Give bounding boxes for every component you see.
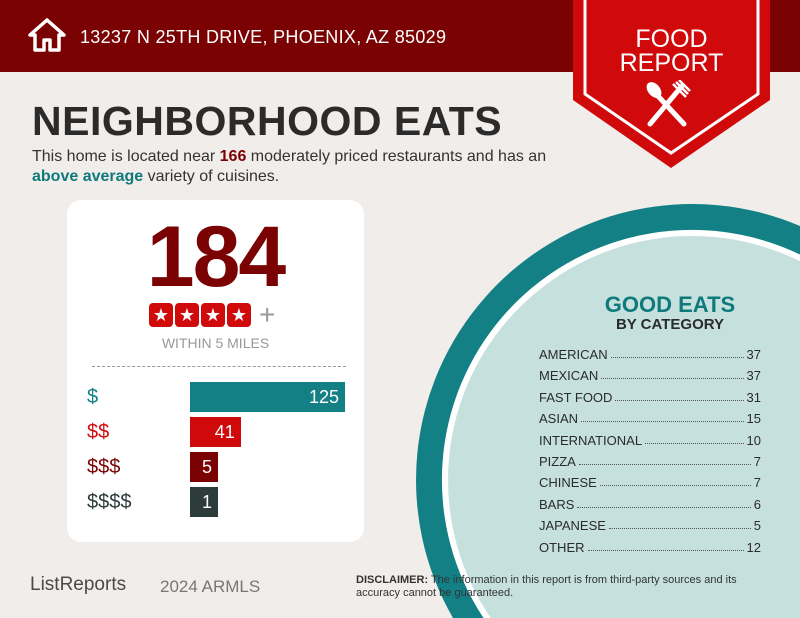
category-name: FAST FOOD [539,389,613,405]
leader-dots [608,518,751,530]
leader-dots [578,454,751,465]
badge-title: FOOD REPORT [619,25,724,77]
good-eats-title: GOOD EATS [604,292,736,317]
category-count: 5 [753,518,761,534]
leader-dots [645,433,744,444]
category-count: 15 [746,411,761,427]
category-name: BARS [539,496,575,512]
category-row: AMERICAN 37 [539,347,761,362]
price-tier-bar: 125 [190,382,345,412]
home-icon [28,18,66,52]
restaurant-count-card: 184 ★ ★ ★ ★ + WITHIN 5 MILES $125 $$ 41 $$$ 5 $$… [67,200,364,542]
total-restaurants: 184 [146,209,287,305]
category-count: 37 [746,368,761,384]
star-rating: ★ ★ ★ ★ + [149,299,276,330]
price-tier-row: $$ 41 [87,417,241,447]
price-tier-label: $$$ [87,455,121,478]
category-count: 12 [746,539,761,555]
star-icon: ★ [175,303,199,327]
category-row: INTERNATIONAL 10 [539,433,761,448]
divider [92,366,346,367]
utensils-icon [646,80,691,127]
category-row: ASIAN 15 [539,411,761,426]
category-row: CHINESE 7 [539,475,761,490]
leader-dots [601,368,744,380]
price-tier-bar: 5 [190,452,218,482]
leader-dots [615,390,744,401]
category-row: PIZZA 7 [539,454,761,469]
category-count: 6 [753,496,761,512]
star-icon: ★ [227,303,251,327]
category-row: FAST FOOD 31 [539,390,761,405]
leader-dots [610,347,744,358]
disclaimer: DISCLAIMER: The information in this repo… [356,574,737,599]
category-name: ASIAN [539,411,579,427]
category-count: 10 [746,432,761,448]
price-tier-label: $$$$ [87,490,132,513]
category-row: BARS 6 [539,497,761,512]
category-count: 7 [753,475,761,491]
price-tier-row: $$$$ 1 [87,487,218,517]
price-tier-bar: 41 [190,417,241,447]
good-eats-subtitle: BY CATEGORY [615,316,725,333]
property-address: 13237 N 25TH DRIVE, PHOENIX, AZ 85029 [80,27,447,47]
category-name: OTHER [539,539,585,555]
category-row: JAPANESE 5 [539,518,761,533]
page-title: NEIGHBORHOOD EATS [32,98,503,144]
category-name: PIZZA [539,454,576,469]
leader-dots [599,475,751,487]
category-name: AMERICAN [539,347,608,362]
category-name: JAPANESE [539,518,606,534]
category-name: CHINESE [539,475,597,491]
listreports-logo: ListReports [30,574,127,595]
price-tier-bar: 1 [190,487,218,517]
price-tier-label: $ [87,385,99,408]
category-row: OTHER 12 [539,540,761,555]
summary-text: This home is located near 166 moderately… [32,148,547,185]
radius-label: WITHIN 5 MILES [161,335,270,351]
category-name: MEXICAN [539,368,599,384]
leader-dots [581,411,744,423]
price-tier-row: $$$ 5 [87,452,218,482]
category-count: 31 [746,389,761,405]
category-count: 37 [746,347,761,362]
leader-dots [587,540,744,551]
category-row: MEXICAN 37 [539,368,761,383]
star-icon: ★ [201,303,225,327]
food-report-badge [573,0,770,168]
price-tier-row: $125 [87,382,345,412]
category-count: 7 [753,454,761,469]
leader-dots [577,497,751,508]
star-icon: ★ [149,303,173,327]
watermark: 2024 ARMLS [160,577,261,596]
plus-icon: + [259,299,276,330]
price-tier-label: $$ [87,420,110,443]
category-name: INTERNATIONAL [539,432,643,448]
